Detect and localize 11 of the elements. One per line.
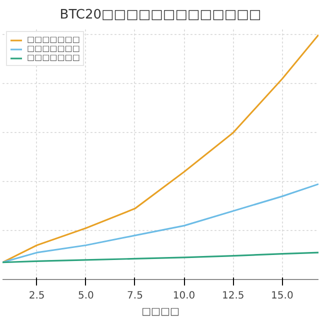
x-tick-label: 2.5 bbox=[28, 290, 45, 302]
chart-title: BTC20□□□□□□□□□□□□□ bbox=[60, 8, 262, 22]
x-tick-label: 7.5 bbox=[127, 290, 143, 302]
x-tick-label: 12.5 bbox=[222, 290, 244, 302]
legend-label: □□□□□□□ bbox=[27, 44, 80, 53]
legend-label: □□□□□□□ bbox=[27, 35, 80, 44]
x-tick-label: 10.0 bbox=[172, 290, 196, 302]
x-tick-label: 15.0 bbox=[271, 290, 294, 302]
legend-label: □□□□□□□ bbox=[27, 53, 80, 62]
x-tick-label: 5.0 bbox=[78, 290, 94, 302]
x-axis-title: □□□□ bbox=[142, 306, 180, 318]
